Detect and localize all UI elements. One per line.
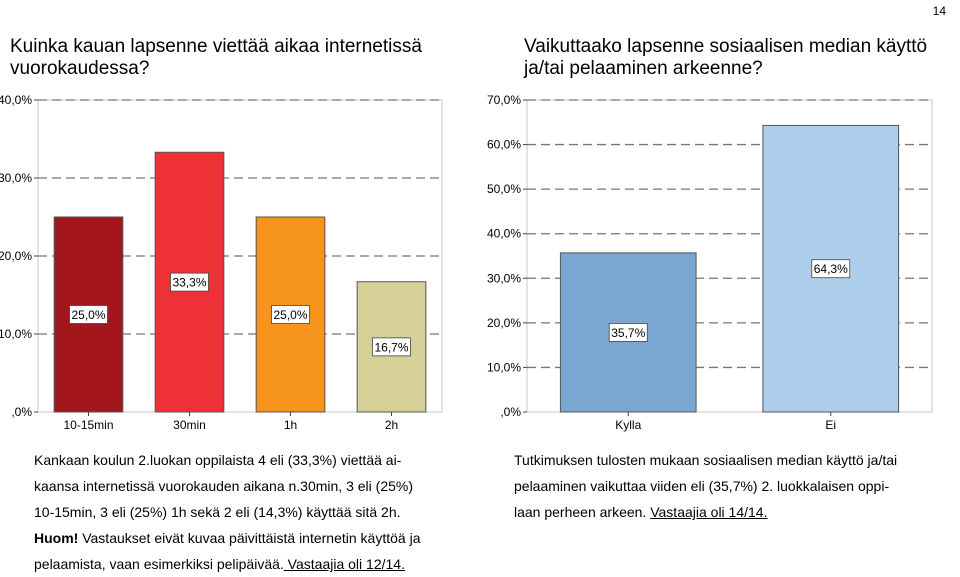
left-data-label-box [271,305,310,324]
left-data-label: 25,0% [71,308,105,322]
right-data-label-box [811,259,851,279]
left-desc-line4-rest: Vastaukset eivät kuvaa päivittäistä inte… [78,530,421,546]
page-number: 14 [932,4,946,18]
right-ytick-label: 10,0% [487,360,521,374]
left-data-label-box [170,272,209,292]
left-desc-line2: kaansa internetissä vuorokauden aikana n… [34,478,414,494]
left-desc-line1: Kankaan koulun 2.luokan oppilaista 4 eli… [34,452,402,468]
right-chart-title: Vaikuttaako lapsenne sosiaalisen median … [524,36,928,79]
left-data-label-box [372,337,411,357]
left-xtick-label: 2h [385,418,398,432]
right-data-label: 35,7% [611,326,645,340]
left-description: Kankaan koulun 2.luokan oppilaista 4 eli… [34,447,458,577]
right-data-label: 64,3% [814,262,848,276]
left-data-label: 25,0% [273,308,307,322]
left-desc-line4: Huom! Vastaukset eivät kuvaa päivittäist… [34,525,458,551]
left-ytick-label: 10,0% [0,327,32,341]
right-data-label-box [608,323,648,342]
left-desc-line3: 10-15min, 3 eli (25%) 1h sekä 2 eli (14,… [34,504,401,520]
right-ytick-label: 30,0% [487,271,521,285]
left-desc-line5: pelaamista, vaan esimerkiksi pelipäivää.… [34,551,458,577]
left-desc-line5-text: pelaamista, vaan esimerkiksi pelipäivää. [34,556,284,572]
right-xtick-label: Kylla [615,418,641,432]
right-desc-line3: laan perheen arkeen. Vastaajia oli 14/14… [514,499,926,525]
right-description: Tutkimuksen tulosten mukaan sosiaalisen … [514,447,926,525]
left-xtick-label: 1h [284,418,297,432]
right-desc-line3-text: laan perheen arkeen. [514,504,647,520]
left-ytick-label: 20,0% [0,249,32,263]
right-desc-line1: Tutkimuksen tulosten mukaan sosiaalisen … [514,452,898,468]
left-data-label: 16,7% [374,340,408,354]
left-data-label: 33,3% [172,276,206,290]
right-desc-line2: pelaaminen vaikuttaa viiden eli (35,7%) … [514,478,890,494]
right-ytick-label: 50,0% [487,182,521,196]
left-data-label-box [69,305,108,324]
right-ytick-label: ,0% [500,405,521,419]
right-ytick-label: 20,0% [487,316,521,330]
right-xtick-label: Ei [825,418,836,432]
left-ytick-label: 40,0% [0,93,32,107]
left-xtick-label: 10-15min [63,418,113,432]
left-xtick-label: 30min [173,418,206,432]
left-ytick-label: ,0% [11,405,32,419]
left-ytick-label: 30,0% [0,171,32,185]
right-ytick-label: 70,0% [487,93,521,107]
right-ytick-label: 60,0% [487,138,521,152]
left-chart-title: Kuinka kauan lapsenne viettää aikaa inte… [10,36,422,79]
note-bold: Huom! [34,530,79,546]
right-respondents: Vastaajia oli 14/14. [650,504,768,520]
left-respondents: Vastaajia oli 12/14. [283,556,405,572]
right-ytick-label: 40,0% [487,227,521,241]
